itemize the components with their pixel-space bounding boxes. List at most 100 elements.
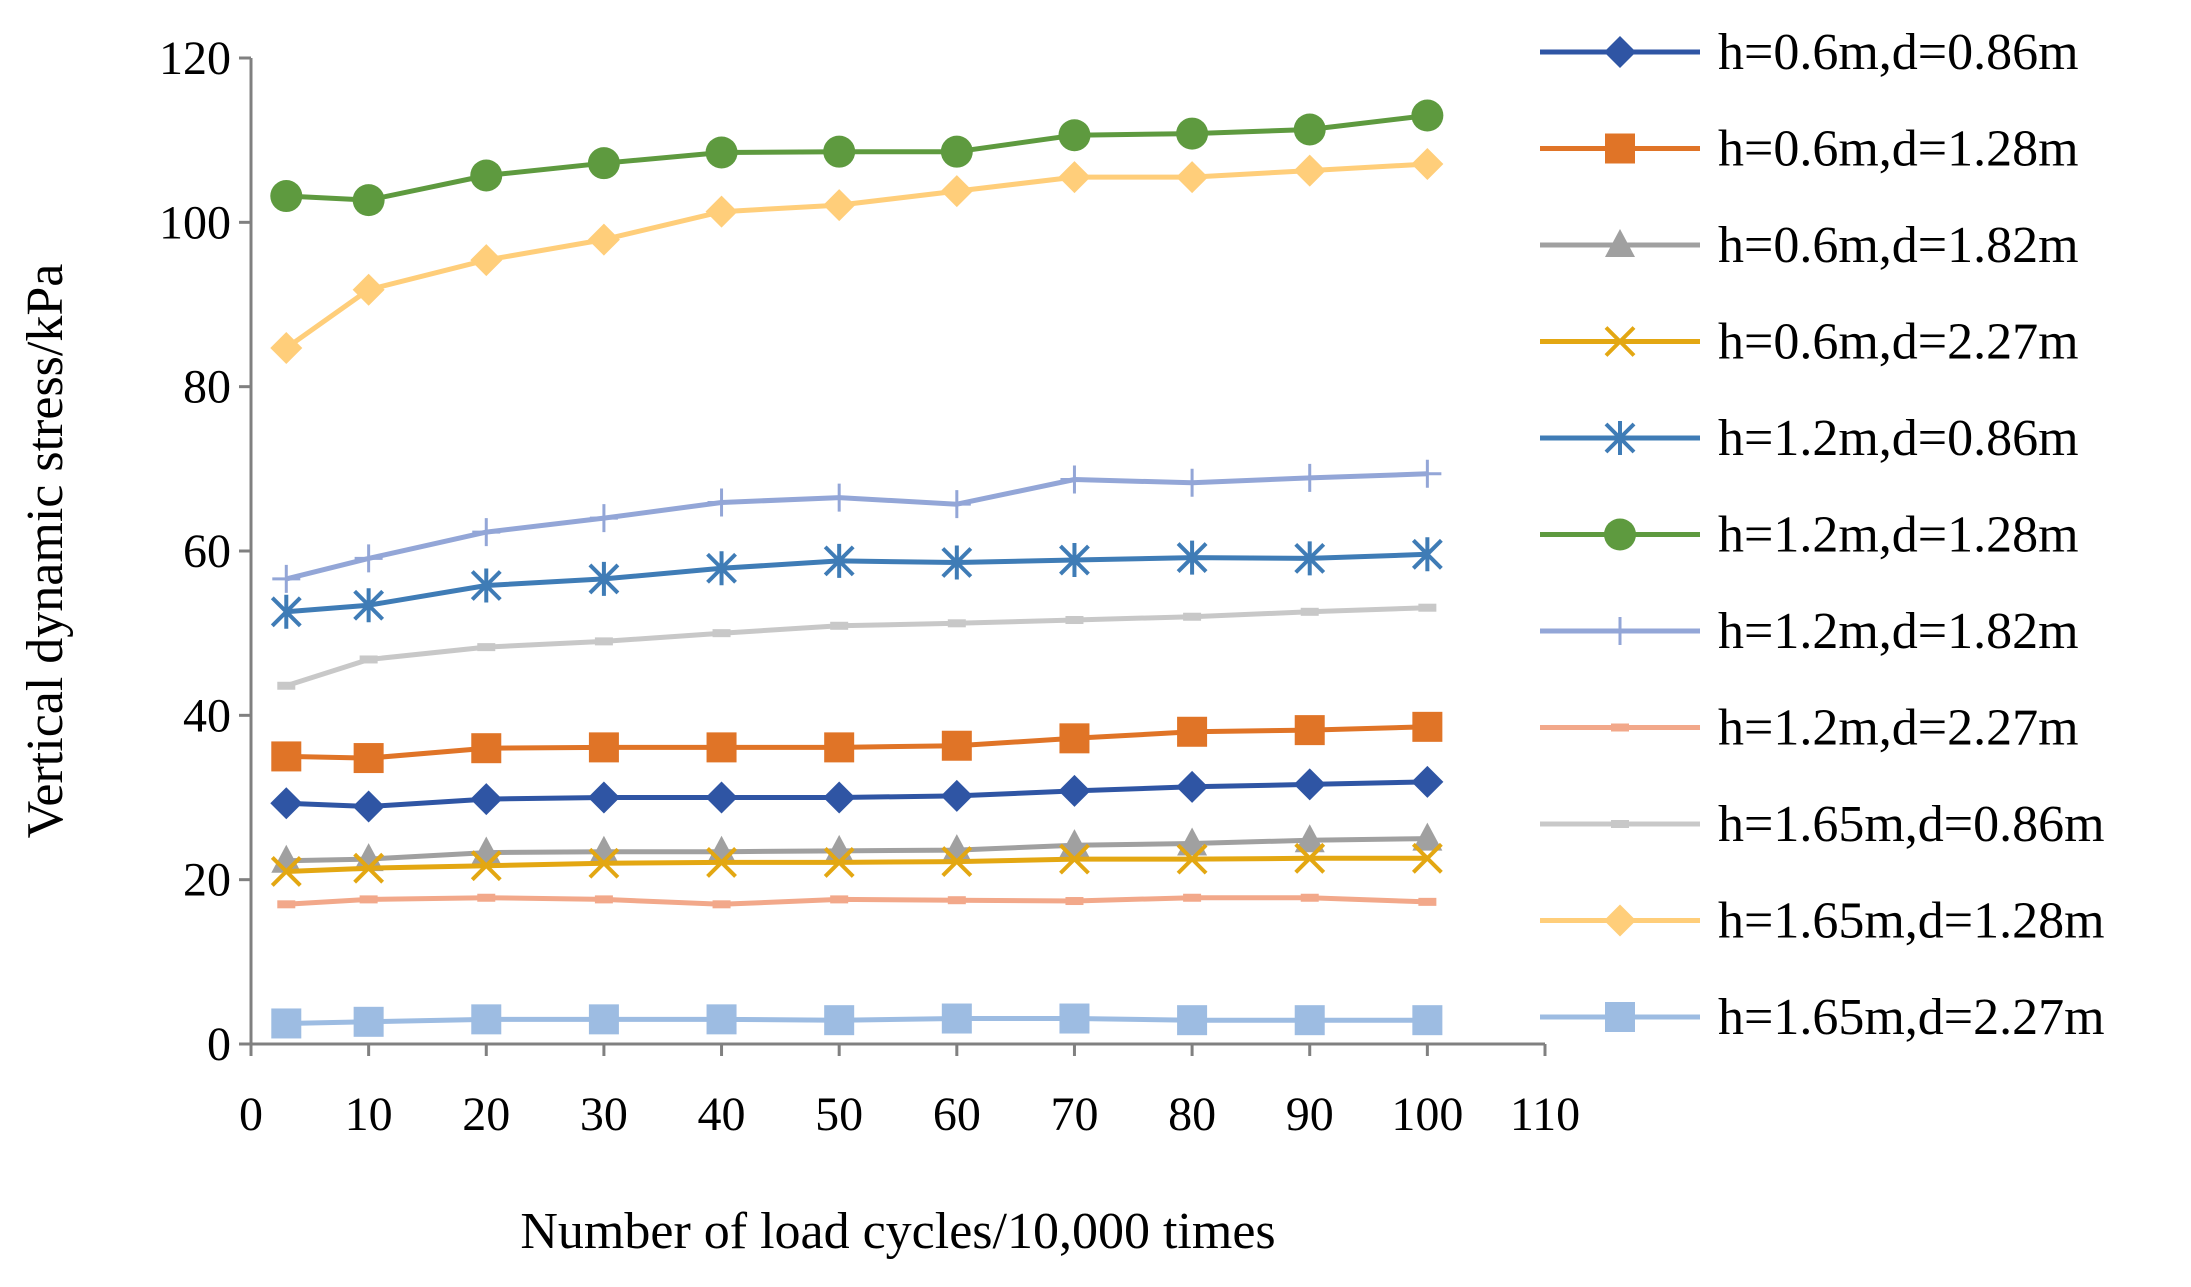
data-point (941, 545, 973, 580)
legend-marker (1611, 820, 1629, 828)
data-point (1176, 770, 1209, 803)
legend-marker (1604, 904, 1636, 937)
data-point (353, 743, 384, 774)
data-point (588, 1004, 619, 1035)
data-point (1058, 774, 1091, 807)
data-point (1059, 543, 1090, 578)
data-point (270, 594, 302, 629)
data-point (271, 1008, 302, 1039)
data-point (587, 781, 620, 814)
legend-label: h=1.65m,d=2.27m (1718, 989, 2105, 1046)
legend-label: h=1.2m,d=1.28m (1718, 507, 2079, 564)
x-axis-title: Number of load cycles/10,000 times (520, 1203, 1275, 1260)
data-point (1176, 161, 1209, 194)
data-point (594, 637, 613, 646)
legend-marker (1604, 421, 1636, 455)
legend-item: h=0.6m,d=1.82m (1540, 217, 2079, 274)
data-point (277, 681, 296, 690)
series-line (286, 551, 1428, 615)
series-line (284, 161, 1428, 351)
data-point (1183, 612, 1202, 621)
legend-marker (1611, 723, 1629, 732)
data-point (823, 846, 855, 878)
series-9 (277, 603, 1437, 690)
data-point (587, 147, 620, 180)
data-point (1412, 711, 1443, 742)
series-10 (270, 147, 1444, 365)
y-tick-label: 20 (183, 854, 231, 907)
data-point (270, 332, 303, 365)
series-line (286, 779, 1428, 809)
data-point (824, 732, 855, 763)
data-point (588, 732, 619, 763)
data-point (706, 732, 737, 763)
y-tick-label: 60 (183, 525, 231, 578)
legend-item: h=0.6m,d=0.86m (1540, 24, 2079, 81)
series-line (286, 724, 1428, 761)
data-point (947, 896, 966, 905)
data-point (277, 900, 296, 909)
x-tick-label: 10 (345, 1088, 393, 1141)
data-point (1176, 843, 1208, 875)
series-4 (270, 842, 1443, 887)
legend-marker (1605, 1002, 1635, 1032)
x-ticks: 0 10 20 30 40 50 60 70 80 90 100 110 (239, 1044, 1580, 1141)
y-tick-label: 120 (159, 32, 231, 85)
data-point (470, 568, 502, 603)
data-point (270, 856, 302, 887)
data-point (706, 551, 737, 586)
data-point (1411, 99, 1444, 132)
data-point (941, 846, 973, 878)
x-tick-label: 20 (462, 1088, 510, 1141)
x-tick-label: 110 (1510, 1088, 1580, 1141)
data-point (1294, 824, 1325, 853)
data-point (1178, 468, 1207, 497)
y-axis-title: Vertical dynamic stress/kPa (17, 264, 74, 839)
data-point (706, 1004, 737, 1035)
legend-item: h=1.65m,d=1.28m (1540, 893, 2105, 950)
data-point (353, 843, 384, 872)
data-point (1412, 822, 1443, 851)
data-point (477, 643, 496, 652)
legend-label: h=1.2m,d=1.82m (1718, 603, 2079, 660)
data-point (472, 518, 501, 547)
series-layer (270, 99, 1444, 1039)
data-point (823, 543, 855, 578)
data-point (272, 564, 301, 593)
legend-label: h=0.6m,d=0.86m (1718, 24, 2079, 81)
data-point (353, 852, 385, 884)
legend-label: h=1.65m,d=0.86m (1718, 796, 2105, 853)
x-tick-label: 100 (1391, 1088, 1463, 1141)
data-point (270, 787, 303, 820)
series-line (286, 1016, 1428, 1026)
data-point (705, 781, 738, 814)
data-point (707, 488, 736, 517)
data-point (705, 195, 738, 228)
data-point (1411, 765, 1444, 798)
data-point (1177, 716, 1208, 747)
data-point (712, 629, 731, 638)
data-point (1176, 117, 1209, 150)
y-tick-label: 80 (183, 361, 231, 414)
data-point (354, 544, 383, 573)
x-tick-label: 90 (1286, 1088, 1334, 1141)
data-point (1411, 147, 1444, 180)
series-6 (270, 99, 1444, 217)
data-point (1060, 465, 1089, 494)
data-point (940, 779, 973, 812)
legend-label: h=1.65m,d=1.28m (1718, 893, 2105, 950)
data-point (706, 846, 737, 878)
data-point (1294, 541, 1326, 576)
y-tick-label: 100 (159, 196, 231, 249)
series-line (286, 113, 1428, 203)
legend-item: h=1.2m,d=0.86m (1540, 410, 2079, 467)
data-point (823, 189, 856, 222)
legend-label: h=0.6m,d=2.27m (1718, 314, 2079, 371)
x-tick-label: 70 (1050, 1088, 1098, 1141)
data-point (947, 619, 966, 628)
data-point (942, 490, 971, 519)
legend-marker (1604, 36, 1636, 68)
legend-item: h=1.65m,d=2.27m (1540, 989, 2105, 1046)
data-point (587, 223, 620, 256)
